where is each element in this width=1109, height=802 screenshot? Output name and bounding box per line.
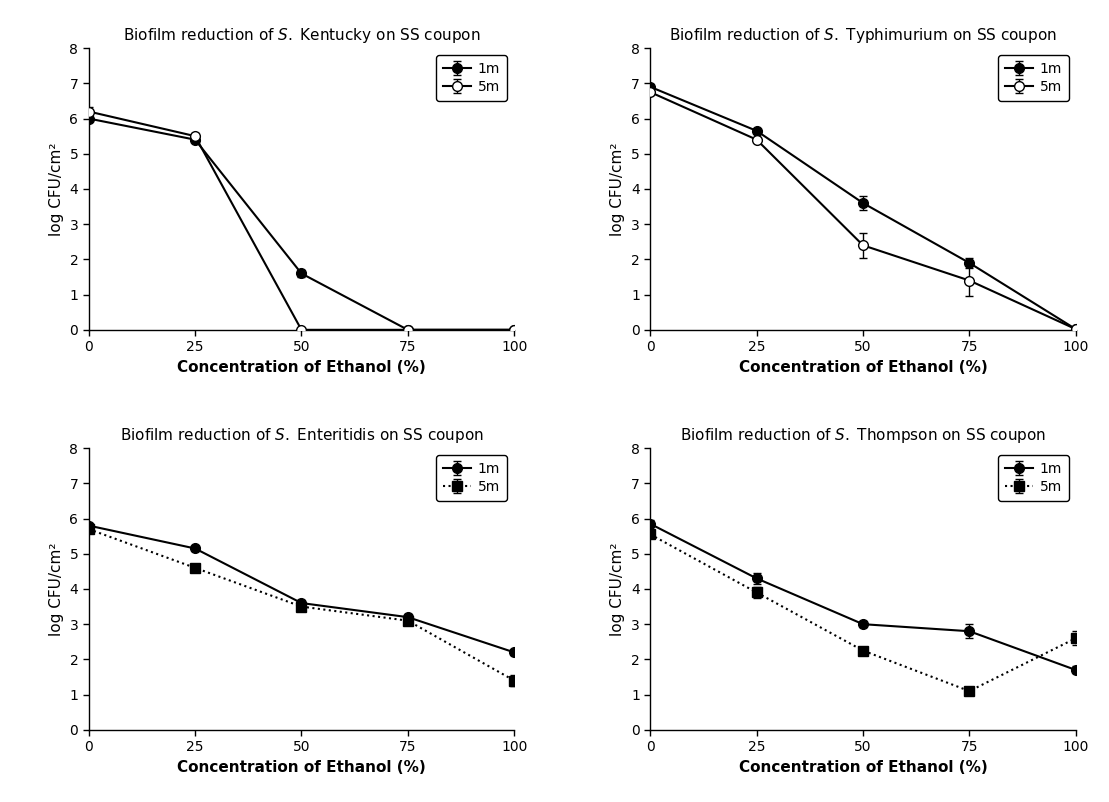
Y-axis label: log CFU/cm²: log CFU/cm²: [49, 542, 64, 636]
Title: Biofilm reduction of $\it{S.}$ Thompson on SS coupon: Biofilm reduction of $\it{S.}$ Thompson …: [680, 426, 1046, 445]
Y-axis label: log CFU/cm²: log CFU/cm²: [610, 542, 625, 636]
Legend: 1m, 5m: 1m, 5m: [998, 455, 1069, 501]
Legend: 1m, 5m: 1m, 5m: [998, 55, 1069, 101]
Title: Biofilm reduction of $\it{S.}$ Enteritidis on SS coupon: Biofilm reduction of $\it{S.}$ Enteritid…: [120, 426, 484, 445]
Legend: 1m, 5m: 1m, 5m: [436, 55, 507, 101]
Y-axis label: log CFU/cm²: log CFU/cm²: [610, 142, 625, 236]
Title: Biofilm reduction of $\it{S.}$ Typhimurium on SS coupon: Biofilm reduction of $\it{S.}$ Typhimuri…: [669, 26, 1057, 45]
Y-axis label: log CFU/cm²: log CFU/cm²: [49, 142, 64, 236]
X-axis label: Concentration of Ethanol (%): Concentration of Ethanol (%): [177, 759, 426, 775]
Legend: 1m, 5m: 1m, 5m: [436, 455, 507, 501]
X-axis label: Concentration of Ethanol (%): Concentration of Ethanol (%): [739, 360, 987, 375]
X-axis label: Concentration of Ethanol (%): Concentration of Ethanol (%): [739, 759, 987, 775]
X-axis label: Concentration of Ethanol (%): Concentration of Ethanol (%): [177, 360, 426, 375]
Title: Biofilm reduction of $\it{S.}$ Kentucky on SS coupon: Biofilm reduction of $\it{S.}$ Kentucky …: [123, 26, 480, 45]
